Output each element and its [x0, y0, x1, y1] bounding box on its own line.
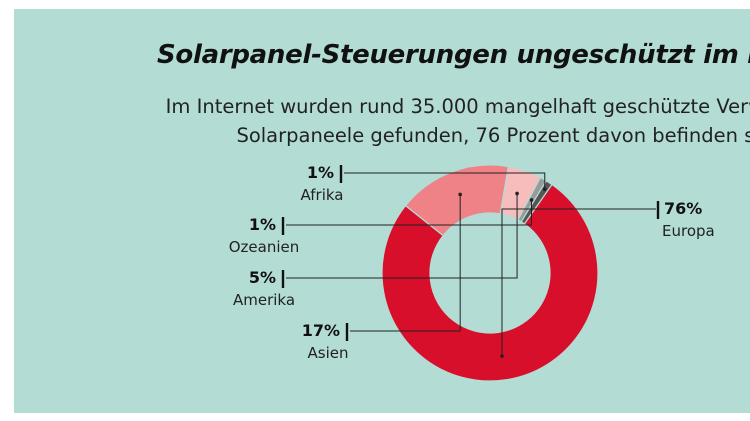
value-label-ozeanien: 1% — [249, 215, 276, 234]
leader-line-ozeanien — [286, 199, 532, 226]
leader-line-amerika — [286, 193, 518, 279]
value-label-afrika: 1% — [307, 163, 334, 182]
value-label-europa: 76% — [664, 199, 702, 218]
chart-panel: Solarpanel-Steuerungen ungeschützt im Ne… — [14, 9, 750, 413]
chart-subtitle-line-1: Im Internet wurden rund 35.000 mangelhaf… — [165, 95, 750, 118]
category-label-europa: Europa — [662, 222, 715, 240]
category-label-asien: Asien — [308, 344, 349, 362]
value-label-asien: 17% — [302, 321, 340, 340]
slice-afrika — [520, 179, 553, 225]
category-label-ozeanien: Ozeanien — [229, 238, 300, 256]
category-label-amerika: Amerika — [233, 291, 295, 309]
slice-europa — [381, 183, 599, 382]
chart-title: Solarpanel-Steuerungen ungeschützt im Ne… — [157, 40, 750, 70]
leader-line-afrika — [344, 172, 546, 190]
chart-subtitle-line-2: Solarpaneele gefunden, 76 Prozent davon … — [236, 124, 750, 147]
leader-line-europa — [501, 208, 656, 357]
leader-dot-europa — [500, 354, 504, 358]
category-label-afrika: Afrika — [301, 186, 344, 204]
donut-chart: 76% Europa 17% Asien 5% Amerika 1% Ozeanien 1% Af… — [229, 163, 715, 382]
value-label-amerika: 5% — [249, 268, 276, 287]
leader-line-asien — [350, 194, 461, 332]
